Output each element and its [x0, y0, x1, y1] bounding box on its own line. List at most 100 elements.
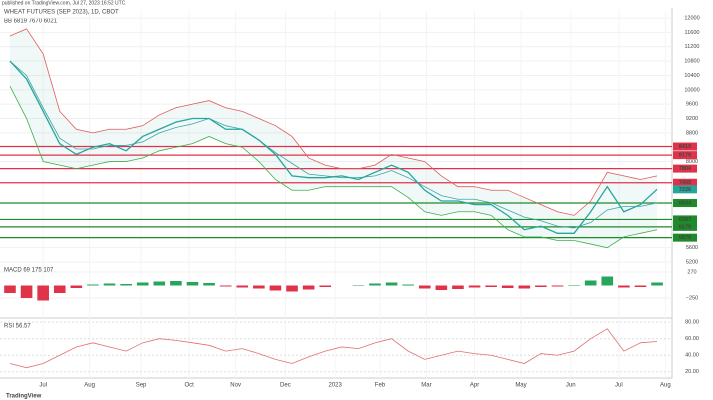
y-tick-label: 10400	[684, 73, 699, 79]
macd-bar	[37, 285, 49, 301]
level-tag	[673, 151, 697, 160]
price-tag	[673, 185, 697, 194]
x-tick-label: Oct	[184, 383, 194, 389]
x-tick-label: Jul	[39, 383, 47, 389]
macd-tick-label: 270	[687, 269, 696, 275]
rsi-tick-label: 80.00	[685, 320, 699, 326]
macd-bar	[568, 285, 580, 286]
level-label: 8179	[679, 153, 691, 159]
rsi-tick-label: 20.00	[685, 369, 699, 375]
x-tick-label: Sep	[136, 383, 147, 389]
y-tick-label: 8800	[686, 130, 698, 136]
level-label: 7409	[679, 180, 691, 186]
macd-bar	[186, 282, 199, 286]
macd-bar	[369, 283, 381, 286]
x-tick-label: May	[515, 383, 526, 389]
macd-bar	[452, 285, 464, 289]
macd-bar	[435, 285, 448, 290]
series-line	[9, 60, 658, 234]
macd-tick-label: −250	[686, 295, 698, 301]
macd-bar	[103, 283, 116, 286]
y-tick-label: 12000	[684, 16, 699, 22]
x-tick-label: Jun	[566, 383, 576, 389]
macd-bar	[253, 285, 265, 289]
macd-bar	[170, 281, 182, 286]
level-tag	[673, 178, 697, 187]
price-label: 7226	[679, 187, 691, 193]
publish-note: published on TradingView.com, Jul 27, 20…	[2, 0, 126, 6]
series-line	[9, 28, 658, 216]
level-label: 7804	[679, 166, 692, 172]
x-tick-label: Mar	[421, 383, 431, 389]
x-tick-label: Dec	[280, 383, 291, 389]
bb-label: BB 6819 7670 6021	[4, 19, 58, 25]
y-tick-label: 10000	[684, 87, 699, 93]
y-tick-label: 9600	[686, 102, 698, 108]
x-tick-label: Apr	[470, 383, 479, 389]
macd-bar	[269, 285, 282, 291]
rsi-tick-label: 40.00	[685, 353, 699, 359]
x-tick-label: Feb	[375, 383, 386, 389]
x-tick-label: Nov	[230, 383, 241, 389]
level-tag	[673, 164, 697, 173]
level-tag	[673, 199, 697, 208]
level-label: 6387	[679, 217, 691, 223]
macd-bar	[535, 285, 547, 287]
macd-bar	[120, 284, 132, 286]
brand: TradingView	[6, 394, 42, 400]
x-tick-label: Aug	[84, 383, 95, 389]
x-tick-label: Aug	[660, 383, 671, 389]
macd-bar	[601, 276, 614, 286]
macd-bar	[485, 285, 497, 287]
level-tag	[673, 222, 697, 231]
level-label: 6844	[679, 200, 692, 206]
macd-bar	[70, 285, 83, 288]
y-tick-label: 9200	[686, 116, 698, 122]
macd-bar	[468, 285, 481, 288]
x-tick-label: Jul	[615, 383, 623, 389]
level-label: 6179	[679, 224, 691, 230]
macd-bar	[618, 285, 630, 288]
macd-bar	[352, 285, 365, 286]
y-tick-label: 10800	[684, 59, 699, 65]
macd-bar	[286, 285, 298, 292]
macd-bar	[319, 285, 332, 287]
chart-title: WHEAT FUTURES (SEP 2023), 1D, CBOT	[4, 10, 119, 16]
macd-bar	[385, 282, 398, 286]
macd-bar	[501, 285, 514, 288]
y-tick-label: 11200	[685, 44, 700, 50]
macd-bar	[418, 285, 431, 289]
y-tick-label: 5600	[686, 245, 698, 251]
level-tag	[673, 215, 697, 224]
level-label: 5879	[679, 235, 691, 241]
y-tick-label: 8000	[686, 159, 698, 165]
rsi-tick-label: 60.00	[685, 336, 699, 342]
macd-bar	[87, 284, 99, 286]
macd-bar	[651, 282, 663, 286]
x-tick-label: 2023	[328, 383, 342, 389]
level-tag	[673, 142, 697, 151]
macd-bar	[518, 285, 531, 289]
series-line	[9, 328, 658, 369]
macd-bar	[4, 285, 16, 293]
macd-bar	[203, 283, 215, 286]
macd-bar	[236, 285, 249, 288]
macd-bar	[551, 285, 564, 287]
y-tick-label: 11600	[685, 30, 700, 36]
band-fill	[9, 28, 658, 248]
macd-bar	[136, 282, 149, 286]
y-tick-label: 5200	[686, 259, 698, 265]
macd-bar	[402, 284, 414, 286]
series-line	[9, 86, 658, 249]
macd-bar	[20, 285, 33, 298]
macd-bar	[584, 280, 597, 286]
macd-bar	[302, 285, 315, 290]
macd-bar	[153, 281, 166, 286]
macd-bar	[53, 285, 66, 293]
macd-bar	[219, 285, 232, 287]
macd-bar	[634, 285, 647, 287]
rsi-label: RSI 56.57	[4, 324, 31, 330]
macd-label: MACD 69 175 107	[4, 268, 54, 274]
